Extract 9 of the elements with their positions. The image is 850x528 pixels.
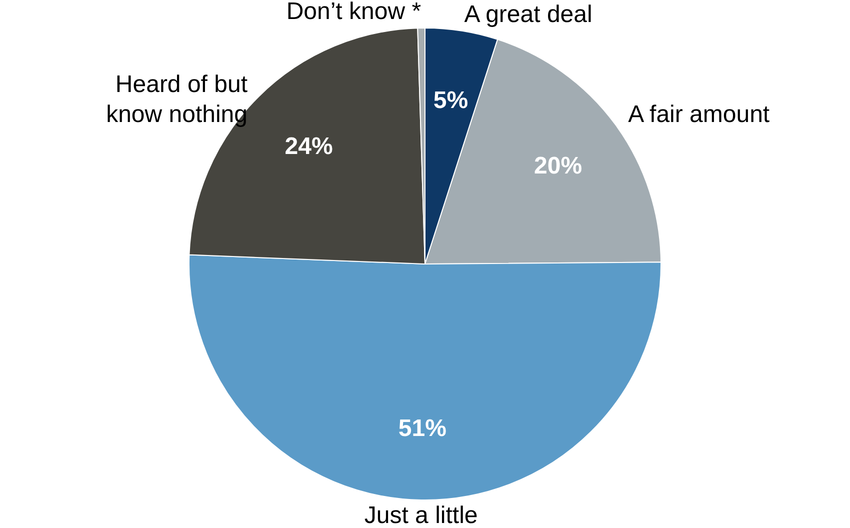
slice-label: A fair amount — [628, 100, 770, 128]
slice-label: Don’t know * — [286, 0, 422, 26]
slice-label: Heard of but know nothing — [106, 71, 248, 128]
slice-label: Just a little — [364, 502, 478, 528]
data-label: 51% — [398, 414, 446, 442]
data-label: 5% — [433, 87, 468, 114]
data-label: 24% — [284, 132, 333, 160]
slice-label: A great deal — [464, 1, 592, 28]
data-label: 20% — [534, 152, 582, 180]
